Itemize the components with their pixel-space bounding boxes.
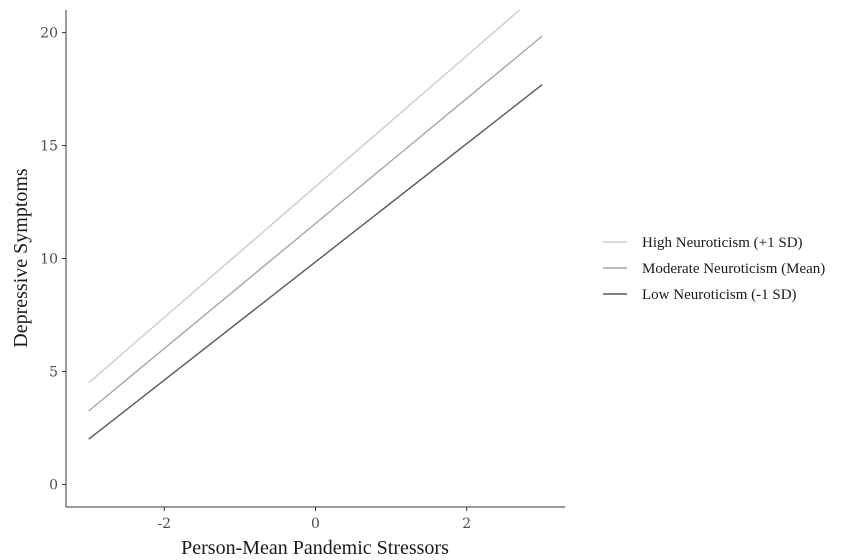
x-ticks: -2 0 2 <box>157 507 471 532</box>
y-tick-label: 0 <box>49 477 58 493</box>
y-ticks: 0 5 10 15 20 <box>40 26 66 493</box>
series-line-3 <box>88 84 543 440</box>
y-tick-label: 20 <box>40 26 58 42</box>
x-axis-title: Person-Mean Pandemic Stressors <box>181 537 449 559</box>
y-tick-label: 10 <box>40 252 58 268</box>
legend-label-1: High Neuroticism (+1 SD) <box>642 235 803 251</box>
legend-label-3: Low Neuroticism (-1 SD) <box>642 287 797 303</box>
series-layer <box>88 10 543 440</box>
x-tick-label: 2 <box>462 516 471 532</box>
x-tick-label: -2 <box>157 516 171 532</box>
series-line-2 <box>88 35 543 412</box>
x-tick-label: 0 <box>311 516 320 532</box>
y-tick-label: 5 <box>49 364 58 380</box>
y-axis-title: Depressive Symptoms <box>10 168 32 348</box>
legend: High Neuroticism (+1 SD) Moderate Neuroti… <box>603 235 825 303</box>
legend-label-2: Moderate Neuroticism (Mean) <box>642 261 825 277</box>
series-line-1 <box>88 10 521 384</box>
y-tick-label: 15 <box>40 139 58 155</box>
